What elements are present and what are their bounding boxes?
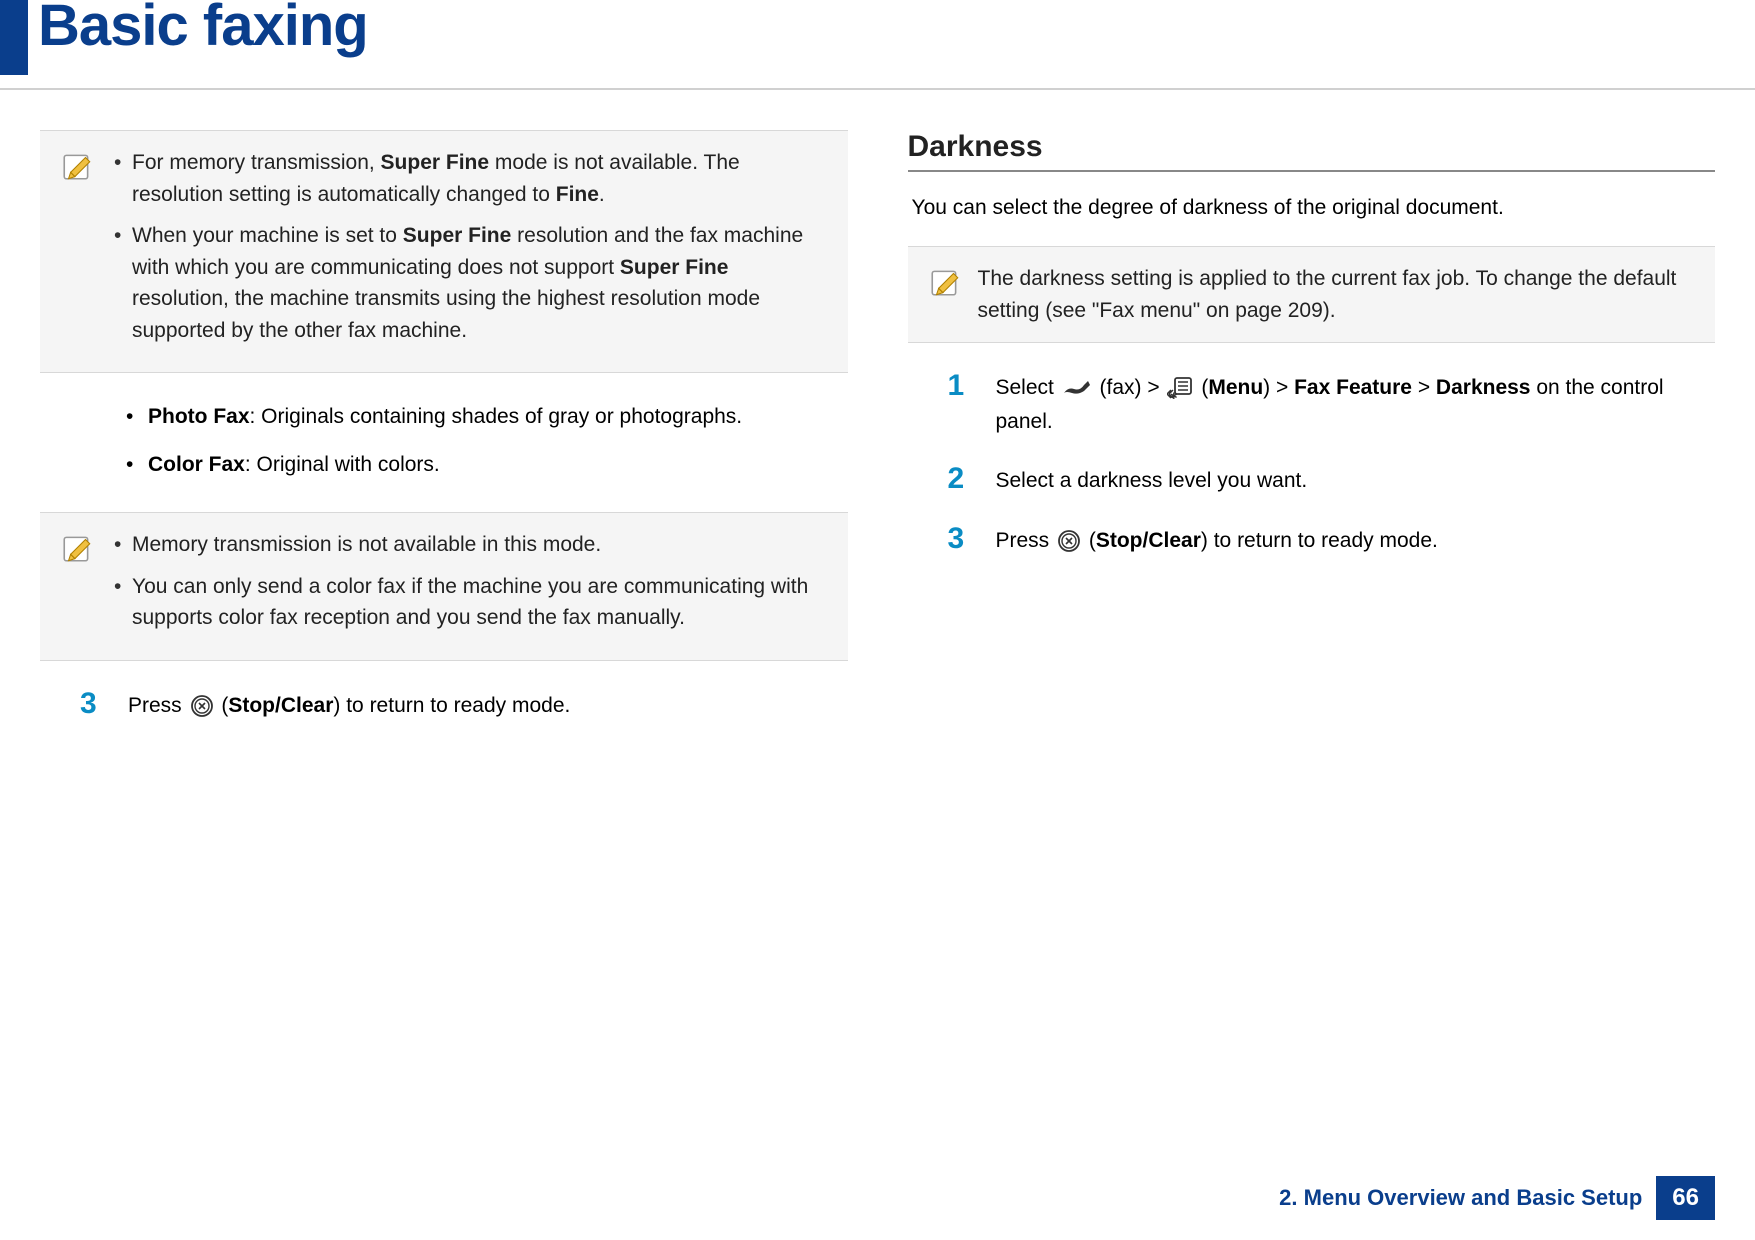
- fax-icon: [1062, 377, 1092, 399]
- stop-clear-icon: [190, 694, 214, 718]
- text: : Original with colors.: [245, 453, 440, 476]
- text-bold: Super Fine: [620, 256, 729, 279]
- note-pencil-icon: [928, 265, 962, 299]
- step-number: 3: [948, 522, 970, 555]
- step-body: Select a darkness level you want.: [996, 462, 1716, 498]
- step-3-right: 3 Press (Stop/Clear) to return to ready …: [908, 522, 1716, 558]
- text: ) to return to ready mode.: [333, 694, 570, 717]
- note-item: When your machine is set to Super Fine r…: [110, 220, 828, 346]
- footer-chapter: 2. Menu Overview and Basic Setup: [1279, 1185, 1642, 1211]
- step-number: 2: [948, 462, 970, 495]
- stop-clear-icon: [1057, 529, 1081, 553]
- left-column: For memory transmission, Super Fine mode…: [40, 130, 848, 746]
- note-box-colorfax: Memory transmission is not available in …: [40, 512, 848, 661]
- right-column: Darkness You can select the degree of da…: [908, 130, 1716, 746]
- text: Press: [128, 694, 188, 717]
- section-title-darkness: Darkness: [908, 130, 1716, 172]
- text: ) >: [1263, 376, 1294, 399]
- page-title: Basic faxing: [38, 0, 368, 59]
- text: resolution, the machine transmits using …: [132, 287, 760, 342]
- step-number: 3: [80, 687, 102, 720]
- text: Select: [996, 376, 1060, 399]
- text: For memory transmission,: [132, 151, 381, 174]
- text-bold: Super Fine: [381, 151, 490, 174]
- note-box-darkness: The darkness setting is applied to the c…: [908, 246, 1716, 343]
- text: Press: [996, 529, 1056, 552]
- step-body: Select (fax) > ✱ (Menu) > Fax Feature > …: [996, 369, 1716, 438]
- step-1-right: 1 Select (fax) > ✱ (Menu) > Fax Feature …: [908, 369, 1716, 438]
- step-body: Press (Stop/Clear) to return to ready mo…: [996, 522, 1716, 558]
- text: (: [1089, 529, 1096, 552]
- note-item: Memory transmission is not available in …: [110, 529, 828, 561]
- header-accent-block: [0, 0, 28, 75]
- note-pencil-icon: [60, 149, 94, 183]
- note-pencil-icon: [60, 531, 94, 565]
- text: (fax) >: [1100, 376, 1166, 399]
- text: >: [1412, 376, 1436, 399]
- text: : Originals containing shades of gray or…: [250, 405, 743, 428]
- text: .: [599, 183, 605, 206]
- step-3-left: 3 Press (Stop/Clear) to return to ready …: [40, 687, 848, 723]
- menu-icon: ✱: [1167, 376, 1193, 400]
- svg-text:✱: ✱: [1170, 391, 1178, 400]
- step-body: Press (Stop/Clear) to return to ready mo…: [128, 687, 848, 723]
- note-item: For memory transmission, Super Fine mode…: [110, 147, 828, 210]
- text-bold: Stop/Clear: [1096, 529, 1201, 552]
- text-bold: Super Fine: [403, 224, 512, 247]
- note-item: You can only send a color fax if the mac…: [110, 571, 828, 634]
- note-box-superfine: For memory transmission, Super Fine mode…: [40, 130, 848, 373]
- page-footer: 2. Menu Overview and Basic Setup 66: [1279, 1176, 1715, 1220]
- page-header: Basic faxing: [0, 0, 1755, 90]
- step-number: 1: [948, 369, 970, 402]
- fax-mode-list: Photo Fax: Originals containing shades o…: [40, 399, 848, 482]
- content-area: For memory transmission, Super Fine mode…: [0, 90, 1755, 746]
- text-bold: Fax Feature: [1294, 376, 1412, 399]
- step-2-right: 2 Select a darkness level you want.: [908, 462, 1716, 498]
- note-text: The darkness setting is applied to the c…: [978, 263, 1696, 326]
- text-bold: Color Fax: [148, 453, 245, 476]
- text-bold: Photo Fax: [148, 405, 250, 428]
- intro-text: You can select the degree of darkness of…: [908, 196, 1716, 220]
- list-item: Color Fax: Original with colors.: [120, 447, 848, 483]
- footer-page-number: 66: [1656, 1176, 1715, 1220]
- list-item: Photo Fax: Originals containing shades o…: [120, 399, 848, 435]
- text: ) to return to ready mode.: [1201, 529, 1438, 552]
- text-bold: Fine: [556, 183, 599, 206]
- text: When your machine is set to: [132, 224, 403, 247]
- text-bold: Darkness: [1436, 376, 1531, 399]
- text-bold: Menu: [1208, 376, 1263, 399]
- text-bold: Stop/Clear: [228, 694, 333, 717]
